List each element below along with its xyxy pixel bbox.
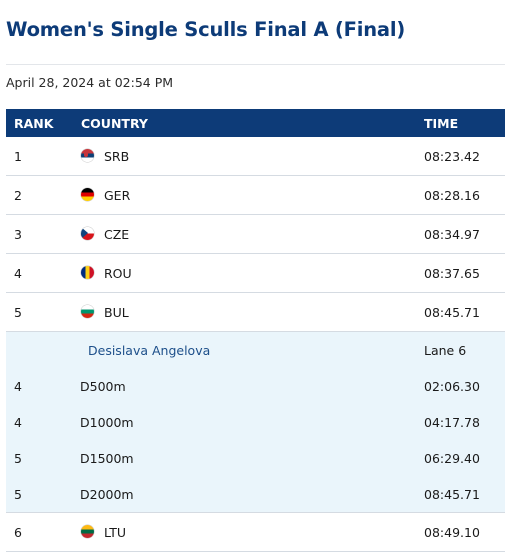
- country-cell: LTU: [104, 525, 127, 540]
- athlete-name[interactable]: Desislava Angelova: [88, 343, 211, 358]
- rank-cell: 3: [14, 227, 22, 242]
- split-distance: D2000m: [80, 487, 134, 502]
- country-cell: ROU: [104, 266, 132, 281]
- title-divider: [6, 64, 505, 65]
- time-cell: 08:34.97: [424, 227, 480, 242]
- time-cell: 08:45.71: [424, 305, 480, 320]
- czechia-flag-icon: [81, 227, 94, 240]
- split-rank: 4: [14, 415, 22, 430]
- split-row: 5 D2000m 08:45.71: [6, 476, 505, 512]
- split-rank: 5: [14, 487, 22, 502]
- results-table: RANK COUNTRY TIME 1 SRB 08:23.42 2 GER 0…: [6, 109, 505, 552]
- rank-cell: 6: [14, 525, 22, 540]
- rank-cell: 2: [14, 188, 22, 203]
- table-row[interactable]: 3 CZE 08:34.97: [6, 215, 505, 254]
- rank-cell: 4: [14, 266, 22, 281]
- rank-cell: 1: [14, 149, 22, 164]
- table-row[interactable]: 4 ROU 08:37.65: [6, 254, 505, 293]
- split-time: 02:06.30: [424, 379, 480, 394]
- athlete-row: Desislava Angelova Lane 6: [6, 332, 505, 368]
- split-row: 4 D1000m 04:17.78: [6, 404, 505, 440]
- table-row[interactable]: 2 GER 08:28.16: [6, 176, 505, 215]
- rank-cell: 5: [14, 305, 22, 320]
- split-row: 4 D500m 02:06.30: [6, 368, 505, 404]
- split-time: 08:45.71: [424, 487, 480, 502]
- header-rank: RANK: [14, 116, 54, 131]
- bulgaria-flag-icon: [81, 305, 94, 318]
- header-country: COUNTRY: [81, 116, 148, 131]
- expanded-details: Desislava Angelova Lane 6 4 D500m 02:06.…: [6, 332, 505, 513]
- split-distance: D1500m: [80, 451, 134, 466]
- split-time: 04:17.78: [424, 415, 480, 430]
- time-cell: 08:37.65: [424, 266, 480, 281]
- page-title: Women's Single Sculls Final A (Final): [6, 18, 406, 41]
- split-time: 06:29.40: [424, 451, 480, 466]
- header-time: TIME: [424, 116, 459, 131]
- time-cell: 08:49.10: [424, 525, 480, 540]
- table-row[interactable]: 1 SRB 08:23.42: [6, 137, 505, 176]
- country-cell: BUL: [104, 305, 129, 320]
- lithuania-flag-icon: [81, 525, 94, 538]
- table-row[interactable]: 6 LTU 08:49.10: [6, 513, 505, 552]
- table-header: RANK COUNTRY TIME: [6, 109, 505, 137]
- germany-flag-icon: [81, 188, 94, 201]
- result-datetime: April 28, 2024 at 02:54 PM: [6, 75, 174, 90]
- country-cell: GER: [104, 188, 131, 203]
- table-row-expanded[interactable]: 5 BUL 08:45.71: [6, 293, 505, 332]
- split-rank: 5: [14, 451, 22, 466]
- split-rank: 4: [14, 379, 22, 394]
- time-cell: 08:23.42: [424, 149, 480, 164]
- split-distance: D1000m: [80, 415, 134, 430]
- serbia-flag-icon: [81, 149, 94, 162]
- romania-flag-icon: [81, 266, 94, 279]
- country-cell: CZE: [104, 227, 130, 242]
- time-cell: 08:28.16: [424, 188, 480, 203]
- country-cell: SRB: [104, 149, 130, 164]
- split-row: 5 D1500m 06:29.40: [6, 440, 505, 476]
- split-distance: D500m: [80, 379, 126, 394]
- lane-label: Lane 6: [424, 343, 467, 358]
